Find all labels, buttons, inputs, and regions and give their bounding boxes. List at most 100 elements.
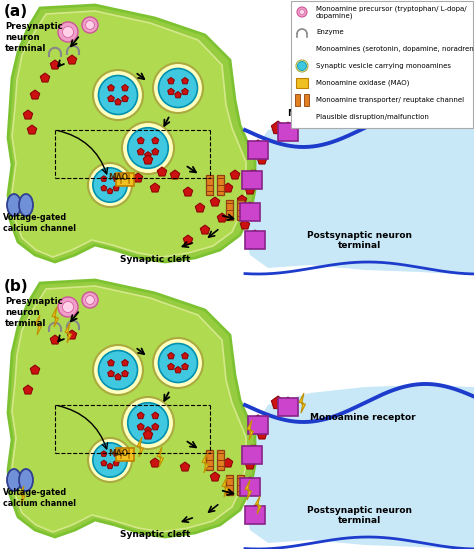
- Polygon shape: [115, 98, 121, 105]
- Polygon shape: [113, 176, 119, 181]
- Polygon shape: [299, 63, 301, 66]
- Text: Monoamine receptor: Monoamine receptor: [310, 413, 416, 422]
- Text: Voltage-gated
calcium channel: Voltage-gated calcium channel: [3, 488, 76, 508]
- Polygon shape: [168, 77, 174, 84]
- Polygon shape: [245, 480, 252, 500]
- Polygon shape: [299, 393, 306, 413]
- Circle shape: [153, 63, 203, 113]
- Circle shape: [86, 295, 94, 304]
- FancyBboxPatch shape: [240, 203, 260, 221]
- Polygon shape: [253, 415, 263, 424]
- Polygon shape: [200, 225, 210, 234]
- FancyBboxPatch shape: [242, 446, 262, 464]
- Polygon shape: [282, 397, 294, 409]
- Polygon shape: [223, 458, 233, 467]
- Circle shape: [63, 26, 73, 37]
- Circle shape: [158, 69, 198, 108]
- Polygon shape: [202, 453, 209, 473]
- Polygon shape: [249, 230, 261, 242]
- Polygon shape: [152, 148, 159, 155]
- Polygon shape: [108, 85, 114, 91]
- Polygon shape: [245, 460, 255, 469]
- Polygon shape: [255, 496, 261, 514]
- Polygon shape: [257, 155, 267, 164]
- Polygon shape: [107, 463, 113, 469]
- Polygon shape: [101, 460, 107, 466]
- Text: Monoamine oxidase (MAO): Monoamine oxidase (MAO): [316, 80, 410, 86]
- Text: Synaptic vesicle carrying monoamines: Synaptic vesicle carrying monoamines: [316, 63, 451, 69]
- Polygon shape: [122, 370, 128, 377]
- FancyBboxPatch shape: [240, 478, 260, 496]
- Circle shape: [93, 168, 127, 202]
- Polygon shape: [137, 412, 144, 419]
- Polygon shape: [243, 203, 253, 212]
- FancyBboxPatch shape: [242, 171, 262, 189]
- Text: Monoamines (serotonin, dopamine, noradrenaline): Monoamines (serotonin, dopamine, noradre…: [316, 46, 474, 52]
- Polygon shape: [143, 155, 153, 164]
- Ellipse shape: [19, 469, 33, 491]
- Polygon shape: [217, 213, 227, 222]
- Circle shape: [58, 297, 78, 317]
- Text: Postsynaptic neuron
terminal: Postsynaptic neuron terminal: [308, 506, 412, 525]
- FancyBboxPatch shape: [248, 141, 268, 159]
- Polygon shape: [244, 477, 256, 489]
- Polygon shape: [183, 235, 193, 244]
- FancyBboxPatch shape: [226, 200, 233, 220]
- Polygon shape: [246, 170, 258, 182]
- Text: MAO: MAO: [108, 173, 128, 182]
- Circle shape: [93, 70, 143, 120]
- Polygon shape: [150, 183, 160, 192]
- Polygon shape: [152, 423, 159, 430]
- Polygon shape: [257, 430, 267, 439]
- Circle shape: [297, 7, 307, 17]
- Polygon shape: [101, 185, 107, 191]
- Polygon shape: [101, 451, 107, 456]
- Polygon shape: [30, 90, 40, 99]
- Text: (b): (b): [4, 279, 28, 294]
- Polygon shape: [113, 185, 119, 191]
- Polygon shape: [210, 197, 220, 206]
- Polygon shape: [137, 423, 144, 430]
- Text: Monoamine receptor: Monoamine receptor: [288, 109, 393, 118]
- FancyBboxPatch shape: [278, 398, 298, 416]
- Circle shape: [298, 61, 307, 70]
- Polygon shape: [122, 85, 128, 91]
- Text: MAO: MAO: [108, 449, 128, 457]
- Polygon shape: [182, 352, 188, 359]
- Text: Enzyme: Enzyme: [316, 29, 344, 35]
- Polygon shape: [175, 92, 182, 98]
- Circle shape: [300, 9, 304, 14]
- Polygon shape: [122, 95, 128, 102]
- Circle shape: [122, 122, 174, 174]
- Polygon shape: [168, 352, 174, 359]
- FancyBboxPatch shape: [217, 450, 224, 470]
- Circle shape: [82, 292, 98, 308]
- Polygon shape: [23, 385, 33, 394]
- Circle shape: [63, 301, 73, 312]
- Circle shape: [122, 397, 174, 449]
- FancyBboxPatch shape: [237, 475, 244, 495]
- Polygon shape: [175, 367, 182, 373]
- Polygon shape: [230, 170, 240, 179]
- Text: Postsynaptic neuron
terminal: Postsynaptic neuron terminal: [308, 231, 412, 250]
- Circle shape: [86, 21, 94, 30]
- Circle shape: [88, 438, 132, 482]
- Polygon shape: [182, 88, 188, 94]
- FancyBboxPatch shape: [217, 175, 224, 195]
- Circle shape: [128, 128, 168, 169]
- Text: Voltage-gated
calcium channel: Voltage-gated calcium channel: [3, 213, 76, 233]
- Polygon shape: [180, 462, 190, 471]
- Polygon shape: [244, 202, 256, 214]
- Polygon shape: [52, 307, 58, 327]
- FancyBboxPatch shape: [206, 175, 213, 195]
- Circle shape: [88, 163, 132, 207]
- Polygon shape: [137, 137, 144, 144]
- FancyBboxPatch shape: [237, 200, 244, 220]
- Text: Presynaptic
neuron
terminal: Presynaptic neuron terminal: [5, 22, 63, 53]
- Polygon shape: [282, 122, 294, 134]
- FancyBboxPatch shape: [116, 447, 134, 461]
- Polygon shape: [65, 323, 72, 343]
- Circle shape: [296, 60, 308, 72]
- Polygon shape: [245, 110, 474, 275]
- Text: Presynaptic
neuron
terminal: Presynaptic neuron terminal: [5, 297, 63, 328]
